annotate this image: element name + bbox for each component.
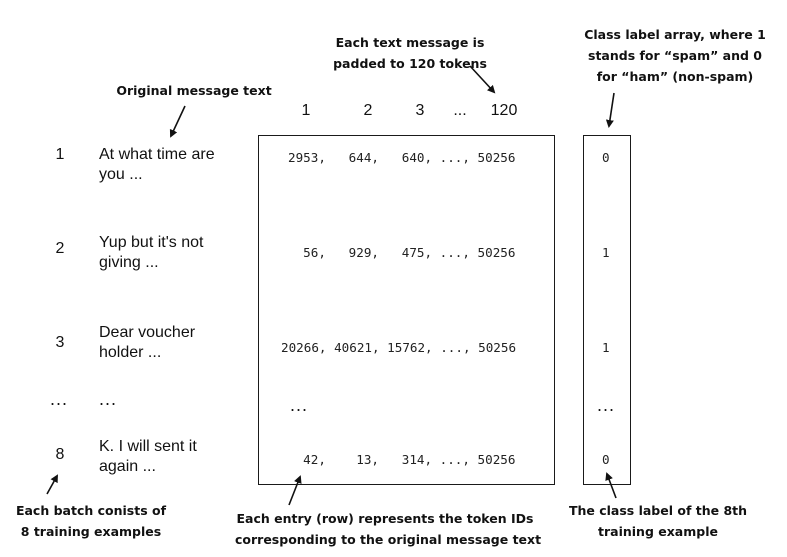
row-3-class-label: 1 [602,340,610,355]
arrow-to-row-index [46,474,58,495]
class-label-ellipsis: ... [597,395,616,415]
eighth-class-label-note: The class label of the 8th training exam… [568,503,748,539]
message-ellipsis: ... [99,389,118,409]
row-index-2: 2 [55,240,65,257]
row-3-token-ids: 20266, 40621, 15762, ..., 50256 [281,340,517,355]
column-header-3: 3 [415,102,425,119]
column-header-120: 120 [490,102,518,119]
row-1-message: At what time are you ... [99,146,215,183]
batch-size-note: Each batch conists of 8 training example… [15,503,167,539]
row-index-8: 8 [55,446,65,463]
row-2-class-label: 1 [602,245,610,260]
row-1-class-label: 0 [602,150,610,165]
padded-tokens-note: Each text message is padded to 120 token… [333,35,487,71]
row-8-message: K. I will sent it again ... [99,438,197,475]
arrow-to-eighth-label [605,472,617,499]
row-3-message: Dear voucher holder ... [99,324,196,361]
arrow-to-token-row [288,475,302,506]
row-2-token-ids: 56, 929, 475, ..., 50256 [288,245,516,260]
column-header-2: 2 [363,102,373,119]
arrow-to-label-array [605,92,615,128]
row-2-message: Yup but it's not giving ... [99,234,204,271]
row-index-1: 1 [55,146,65,163]
row-8-class-label: 0 [602,452,610,467]
arrow-to-message-text [169,105,186,138]
token-id-matrix [258,135,555,485]
row-8-token-ids: 42, 13, 314, ..., 50256 [288,452,516,467]
class-label-array [583,135,631,485]
column-header-ellipsis: ... [453,102,467,119]
class-label-array-note: Class label array, where 1 stands for “s… [584,27,766,84]
original-message-text-note: Original message text [116,83,272,98]
token-ids-ellipsis: ... [290,395,309,415]
row-1-token-ids: 2953, 644, 640, ..., 50256 [288,150,516,165]
arrow-to-120-column [469,65,496,94]
row-index-ellipsis: ... [50,389,69,409]
column-header-1: 1 [301,102,311,119]
row-index-3: 3 [55,334,65,351]
token-row-note: Each entry (row) represents the token ID… [235,511,542,547]
